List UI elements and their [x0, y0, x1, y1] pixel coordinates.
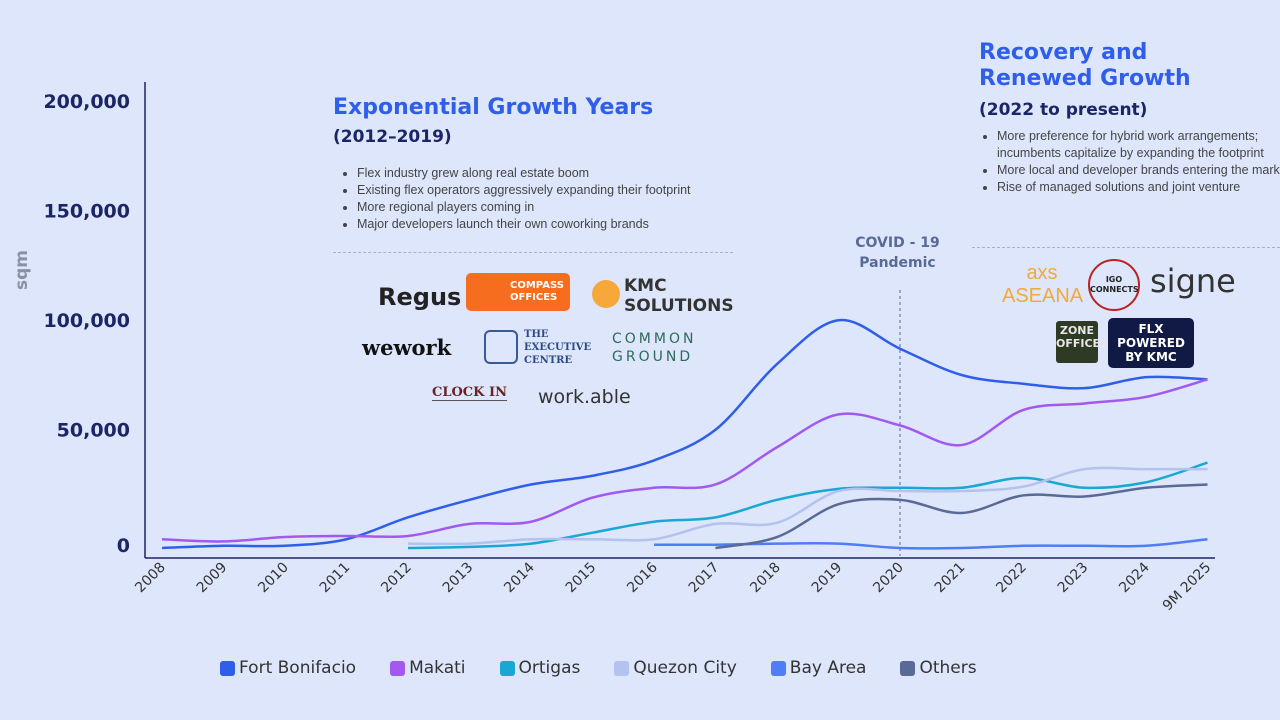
covid-label-line1: COVID - 19	[855, 235, 940, 251]
legend-label: Makati	[409, 658, 466, 678]
logo-kmc: KMC SOLUTIONS	[624, 276, 734, 316]
logo-axs-aseana: axs ASEANA	[1002, 262, 1084, 307]
growth-period: (2012–2019)	[333, 127, 452, 147]
x-tick-label: 2016	[624, 559, 661, 596]
legend-swatch	[499, 660, 515, 676]
series-line-fort-bonifacio	[161, 318, 1208, 550]
x-tick-label: 2014	[501, 559, 538, 596]
logo-igo-connects: IGO CONNECTS	[1088, 259, 1140, 311]
kmc-logo-mark	[592, 280, 620, 308]
x-tick-label: 2012	[378, 560, 415, 597]
x-tick-label: 2022	[993, 560, 1030, 597]
legend-label: Others	[919, 658, 977, 678]
covid-annotation: COVID - 19 Pandemic	[840, 233, 955, 273]
recovery-period: (2022 to present)	[979, 100, 1148, 120]
series-line-quezon-city	[407, 466, 1208, 546]
x-tick-label: 2011	[317, 560, 354, 597]
logo-wework: wework	[362, 335, 452, 360]
bullet: Major developers launch their own cowork…	[357, 216, 777, 233]
logo-clock-in: CLOCK IN	[432, 385, 507, 401]
bullet: More preference for hybrid work arrangem…	[997, 128, 1280, 162]
y-tick-label: 100,000	[43, 310, 130, 332]
logo-flx: FLX POWERED BY KMC	[1108, 318, 1194, 368]
legend-label: Bay Area	[789, 658, 867, 678]
x-tick-label: 9M 2025	[1160, 560, 1215, 615]
covid-label-line2: Pandemic	[859, 255, 936, 271]
x-tick-label: 2015	[563, 560, 600, 597]
bullet: More local and developer brands entering…	[997, 162, 1280, 179]
legend-item: Quezon City	[614, 658, 737, 678]
legend-item: Others	[900, 658, 977, 678]
legend-swatch	[614, 660, 630, 676]
x-tick-label: 2018	[747, 560, 784, 597]
x-tick-label: 2019	[809, 560, 846, 597]
legend-swatch	[220, 660, 235, 676]
x-tick-label: 2024	[1116, 559, 1153, 596]
recovery-title-line2: Renewed Growth	[979, 66, 1191, 91]
legend-item: Makati	[390, 658, 466, 678]
executive-centre-mark	[484, 330, 518, 364]
legend-item: Fort Bonifacio	[220, 658, 356, 678]
x-tick-label: 2020	[870, 560, 907, 597]
x-tick-label: 2013	[440, 560, 477, 597]
logo-signe: signe	[1150, 262, 1236, 300]
series-line-others	[715, 483, 1208, 550]
growth-title: Exponential Growth Years	[333, 95, 654, 120]
logo-regus: Regus	[378, 283, 462, 311]
x-tick-label: 2009	[194, 560, 231, 597]
legend-item: Ortigas	[499, 658, 581, 678]
legend-swatch	[900, 660, 916, 676]
recovery-title-line1: Recovery and	[979, 40, 1148, 65]
y-axis-label: sqm	[12, 249, 33, 291]
bullet: Flex industry grew along real estate boo…	[357, 165, 777, 182]
logo-common-ground: COMMON GROUND	[612, 331, 697, 365]
bullet: Rise of managed solutions and joint vent…	[997, 179, 1280, 196]
series-line-ortigas	[407, 461, 1208, 550]
y-tick-label: 200,000	[43, 91, 130, 113]
recovery-title: Recovery and Renewed Growth	[979, 40, 1191, 92]
recovery-bullets: More preference for hybrid work arrangem…	[975, 128, 1280, 196]
logo-workable: work.able	[538, 386, 631, 408]
x-tick-label: 2023	[1055, 560, 1092, 597]
x-tick-label: 2021	[932, 560, 969, 597]
growth-bullets: Flex industry grew along real estate boo…	[335, 165, 777, 233]
legend-swatch	[390, 660, 406, 676]
x-tick-label: 2008	[132, 560, 169, 597]
legend-swatch	[770, 660, 786, 676]
legend: Fort Bonifacio Makati Ortigas Quezon Cit…	[220, 658, 1011, 678]
legend-item: Bay Area	[770, 658, 867, 678]
legend-label: Fort Bonifacio	[239, 658, 357, 678]
x-tick-label: 2017	[686, 560, 723, 597]
series-line-bay-area	[653, 537, 1208, 550]
bullet: Existing flex operators aggressively exp…	[357, 182, 777, 199]
legend-label: Ortigas	[518, 658, 581, 678]
y-tick-label: 150,000	[43, 201, 130, 223]
legend-label: Quezon City	[633, 658, 737, 678]
logo-zone-offices: ZONE OFFICES	[1056, 321, 1108, 363]
logo-compass-offices: COMPASS OFFICES	[466, 273, 570, 311]
divider	[333, 252, 733, 253]
x-tick-label: 2010	[255, 560, 292, 597]
y-tick-label: 0	[117, 535, 130, 557]
bullet: More regional players coming in	[357, 199, 777, 216]
series-line-makati	[161, 378, 1208, 543]
divider	[972, 247, 1280, 248]
y-tick-label: 50,000	[57, 420, 130, 442]
logo-executive-centre: THE EXECUTIVE CENTRE	[524, 329, 592, 366]
